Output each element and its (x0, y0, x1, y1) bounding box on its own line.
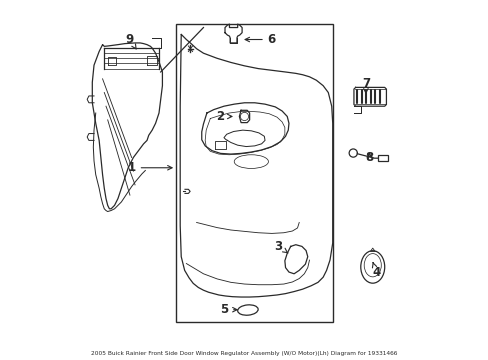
Text: 9: 9 (125, 33, 136, 49)
Text: 7: 7 (361, 77, 369, 94)
Bar (176, 24, 333, 322)
Text: 5: 5 (220, 303, 237, 316)
Text: 2005 Buick Rainier Front Side Door Window Regulator Assembly (W/O Motor)(Lh) Dia: 2005 Buick Rainier Front Side Door Windo… (91, 351, 397, 356)
Text: 6: 6 (244, 33, 275, 46)
Text: 2: 2 (216, 110, 231, 123)
Text: 4: 4 (371, 262, 380, 279)
Text: 1: 1 (127, 161, 172, 174)
Text: 8: 8 (365, 151, 373, 164)
Bar (377, 155, 387, 161)
Text: 3: 3 (274, 240, 287, 253)
